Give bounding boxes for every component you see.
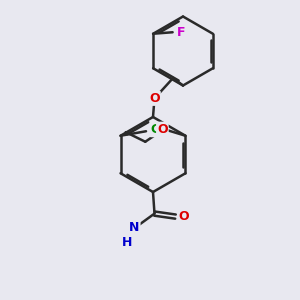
Text: O: O (149, 92, 160, 105)
Text: N: N (129, 220, 140, 234)
Text: H: H (122, 236, 133, 249)
Text: O: O (157, 123, 168, 136)
Text: O: O (178, 210, 189, 223)
Text: F: F (177, 26, 185, 39)
Text: Cl: Cl (151, 123, 164, 136)
